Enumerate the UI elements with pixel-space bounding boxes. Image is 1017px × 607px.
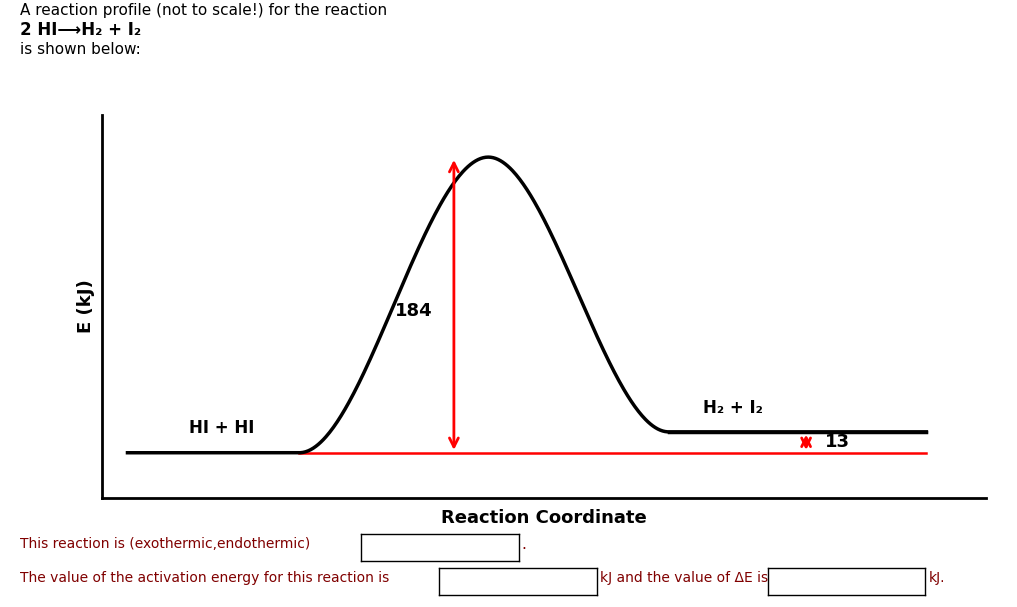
Text: A reaction profile (not to scale!) for the reaction: A reaction profile (not to scale!) for t…: [20, 3, 387, 18]
Text: kJ.: kJ.: [929, 571, 945, 585]
Text: This reaction is (exothermic,endothermic): This reaction is (exothermic,endothermic…: [20, 537, 310, 551]
Text: HI + HI: HI + HI: [189, 419, 254, 436]
Text: The value of the activation energy for this reaction is: The value of the activation energy for t…: [20, 571, 390, 585]
Y-axis label: E (kJ): E (kJ): [76, 280, 95, 333]
Text: 184: 184: [395, 302, 432, 320]
Text: H₂ + I₂: H₂ + I₂: [703, 399, 763, 418]
Text: 2 HI⟶H₂ + I₂: 2 HI⟶H₂ + I₂: [20, 21, 141, 39]
Text: kJ and the value of ΔE is: kJ and the value of ΔE is: [600, 571, 768, 585]
Text: is shown below:: is shown below:: [20, 42, 141, 58]
X-axis label: Reaction Coordinate: Reaction Coordinate: [441, 509, 647, 527]
Text: .: .: [522, 537, 527, 552]
Text: 13: 13: [825, 433, 850, 452]
